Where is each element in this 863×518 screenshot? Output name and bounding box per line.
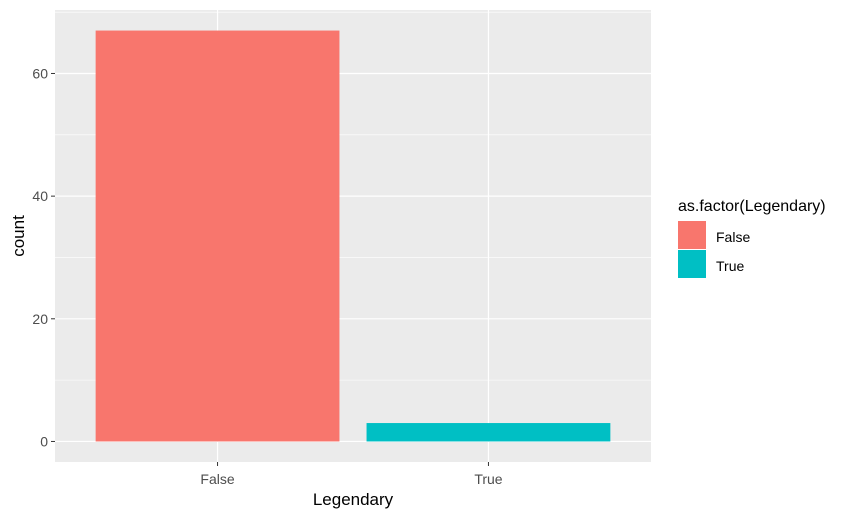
x-tick-label: True bbox=[474, 471, 502, 487]
y-tick-label: 60 bbox=[32, 65, 48, 81]
y-axis-title: count bbox=[9, 215, 28, 257]
x-axis-ticks: False True bbox=[200, 462, 503, 487]
legend-key-true bbox=[678, 250, 706, 278]
legend-key-false bbox=[678, 221, 706, 249]
bar-false bbox=[95, 30, 340, 442]
x-axis-title: Legendary bbox=[313, 490, 394, 509]
legend-label-true: True bbox=[716, 258, 744, 274]
legend-label-false: False bbox=[716, 229, 750, 245]
bar-true bbox=[366, 423, 611, 442]
y-tick-label: 0 bbox=[40, 433, 48, 449]
legend: as.factor(Legendary) False True bbox=[678, 198, 826, 278]
y-tick-label: 40 bbox=[32, 188, 48, 204]
bars bbox=[95, 30, 611, 442]
legend-title: as.factor(Legendary) bbox=[678, 198, 826, 215]
x-tick-label: False bbox=[200, 471, 234, 487]
y-axis-ticks: 0 20 40 60 bbox=[32, 65, 55, 449]
y-tick-label: 20 bbox=[32, 311, 48, 327]
